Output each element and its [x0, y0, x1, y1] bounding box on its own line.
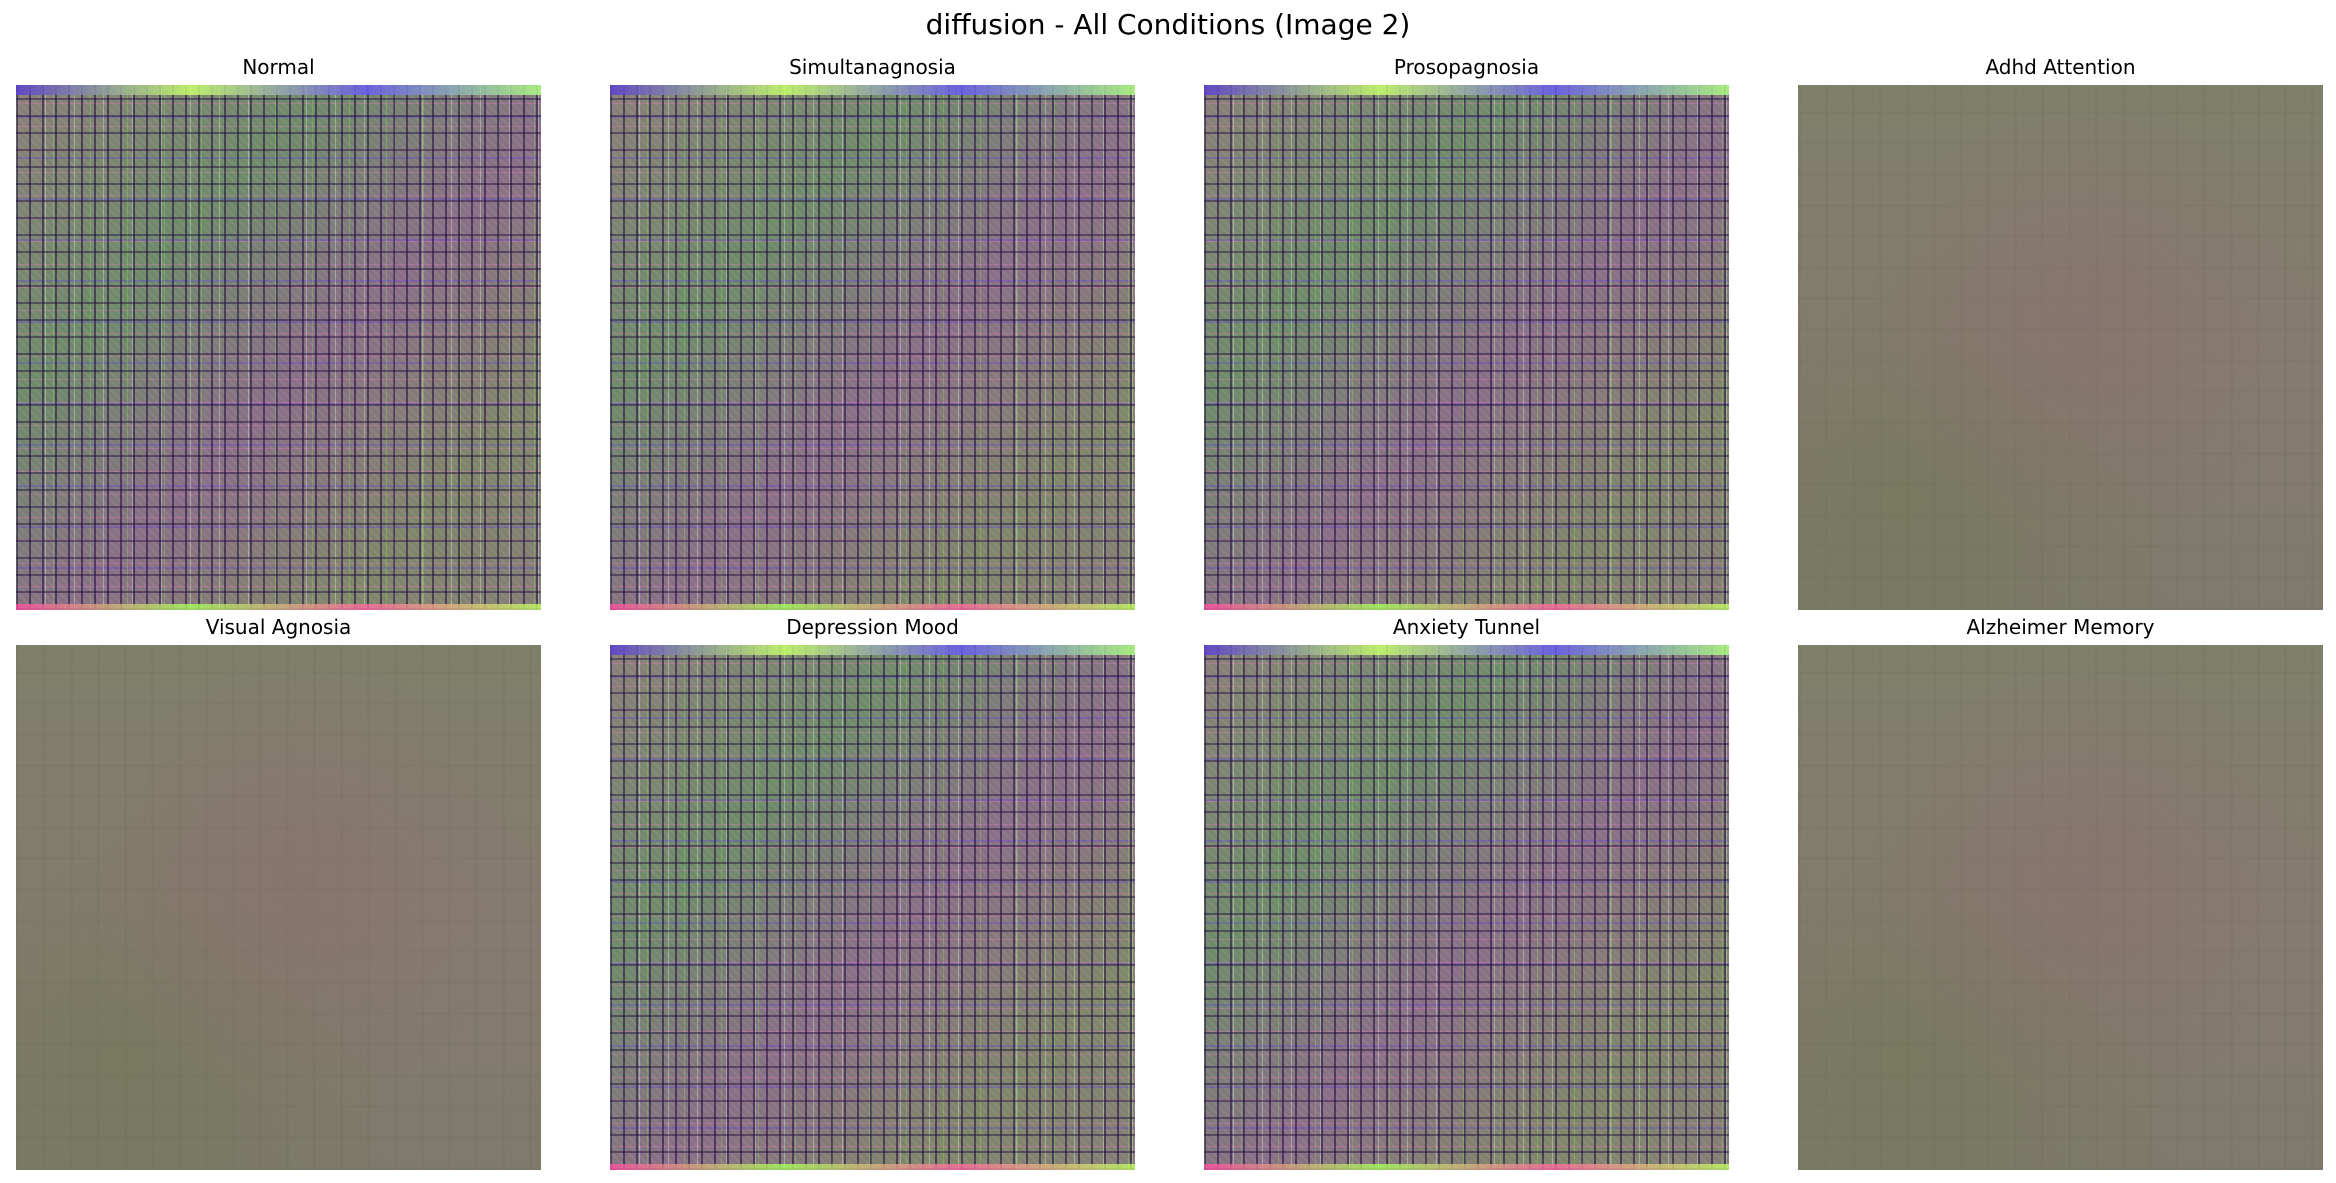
panel-title: Visual Agnosia — [205, 615, 352, 639]
figure-title: diffusion - All Conditions (Image 2) — [925, 8, 1411, 41]
panel-image — [610, 85, 1135, 610]
panel-title: Adhd Attention — [1985, 55, 2136, 79]
panel-image — [1798, 85, 2323, 610]
panel-title: Depression Mood — [786, 615, 959, 639]
panel-title: Simultanagnosia — [789, 55, 956, 79]
panel-image — [1798, 645, 2323, 1170]
panel-title: Normal — [242, 55, 315, 79]
panel-image — [610, 645, 1135, 1170]
panel-image — [1204, 85, 1729, 610]
panel-image — [16, 85, 541, 610]
panel-title: Anxiety Tunnel — [1392, 615, 1541, 639]
panel-title: Alzheimer Memory — [1966, 615, 2155, 639]
panel-image — [16, 645, 541, 1170]
panel-image — [1204, 645, 1729, 1170]
panel-title: Prosopagnosia — [1393, 55, 1540, 79]
